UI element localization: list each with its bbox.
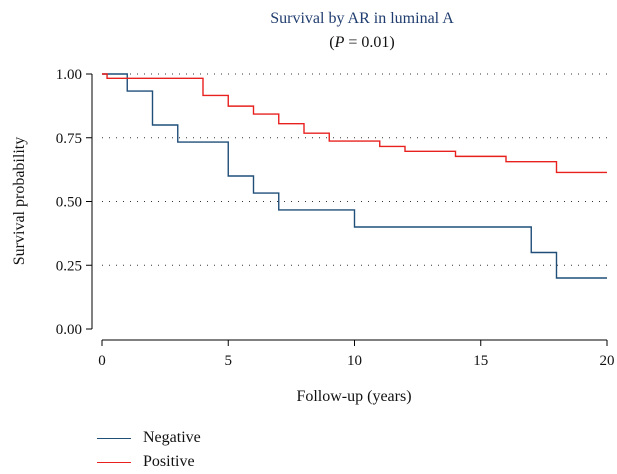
subtitle-value: = 0.01) [344,34,394,51]
legend-item-negative: Negative [97,426,201,450]
y-tick-label-3: 0.75 [56,131,82,147]
chart-title: Survival by AR in luminal A [270,10,454,27]
axes: 0.00 0.25 0.50 0.75 1.00 0 5 10 15 20 [56,67,615,369]
legend-swatch-negative [97,437,131,439]
x-tick-label-2: 10 [347,353,362,369]
subtitle-open: ( [329,34,334,51]
legend-label-negative: Negative [143,429,201,446]
x-tick-label-4: 20 [600,353,615,369]
series-line-negative [102,73,607,279]
y-axis-label: Survival probability [11,137,28,265]
legend-label-positive: Positive [143,453,195,470]
chart-subtitle: (P = 0.01) [329,34,394,51]
x-tick-label-3: 15 [473,353,488,369]
x-tick-label-0: 0 [98,353,106,369]
y-tick-label-1: 0.25 [56,258,82,274]
legend: Negative Positive [97,426,201,474]
x-axis-label: Follow-up (years) [296,388,411,405]
series-line-positive [102,73,607,174]
legend-item-positive: Positive [97,450,201,474]
legend-swatch-positive [97,461,131,463]
series-lines [102,73,607,279]
subtitle-italic-p: P [334,34,345,51]
x-tick-label-1: 5 [225,353,233,369]
grid-lines [102,73,607,266]
y-tick-label-4: 1.00 [56,67,82,83]
y-tick-label-0: 0.00 [56,322,82,338]
y-tick-label-2: 0.50 [56,195,82,211]
